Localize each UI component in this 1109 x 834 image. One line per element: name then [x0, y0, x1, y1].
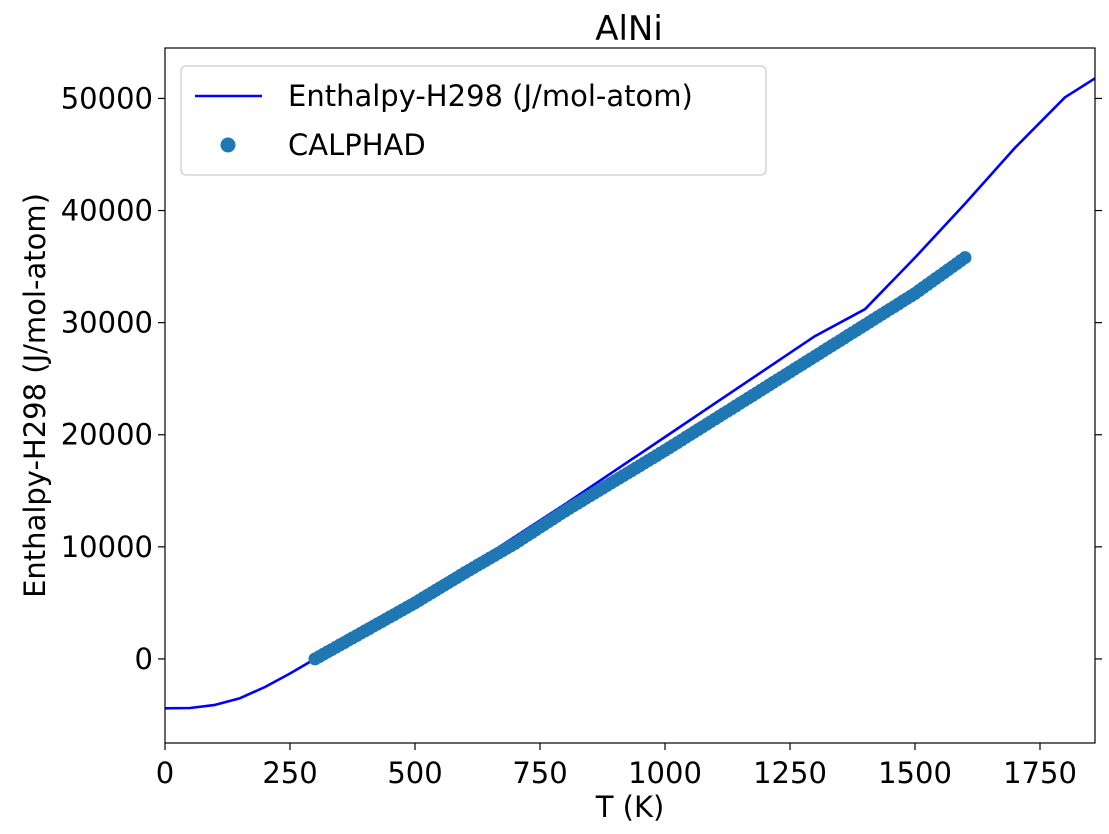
x-tick-label: 1750 — [1003, 756, 1077, 790]
calphad-point — [958, 251, 972, 265]
y-tick-label: 40000 — [61, 194, 153, 228]
y-axis: 0 10000 20000 30000 40000 50000 — [61, 81, 1102, 676]
chart-title: AlNi — [595, 9, 663, 49]
series-layer — [165, 77, 1095, 710]
x-tick-label: 0 — [156, 756, 174, 790]
x-tick-label: 500 — [387, 756, 442, 790]
x-tick-label: 1250 — [753, 756, 827, 790]
legend-label: Enthalpy-H298 (J/mol-atom) — [288, 79, 693, 113]
x-tick-label: 1000 — [628, 756, 702, 790]
y-tick-label: 50000 — [61, 81, 153, 115]
legend-label: CALPHAD — [288, 128, 426, 162]
x-tick-label: 750 — [512, 756, 567, 790]
y-tick-label: 10000 — [61, 530, 153, 564]
x-axis-title: T (K) — [595, 790, 665, 824]
legend-box — [180, 65, 767, 176]
y-tick-label: 30000 — [61, 306, 153, 340]
legend: Enthalpy-H298 (J/mol-atom) CALPHAD — [180, 65, 767, 176]
legend-marker-swatch — [220, 137, 236, 153]
y-axis-title: Enthalpy-H298 (J/mol-atom) — [18, 193, 52, 598]
x-tick-label: 1500 — [878, 756, 952, 790]
plot-frame — [164, 47, 1096, 744]
y-tick-label: 20000 — [61, 418, 153, 452]
x-axis: 0 250 500 750 1000 1250 1500 1750 — [156, 743, 1077, 790]
y-tick-label: 0 — [135, 642, 153, 676]
x-tick-label: 250 — [262, 756, 317, 790]
